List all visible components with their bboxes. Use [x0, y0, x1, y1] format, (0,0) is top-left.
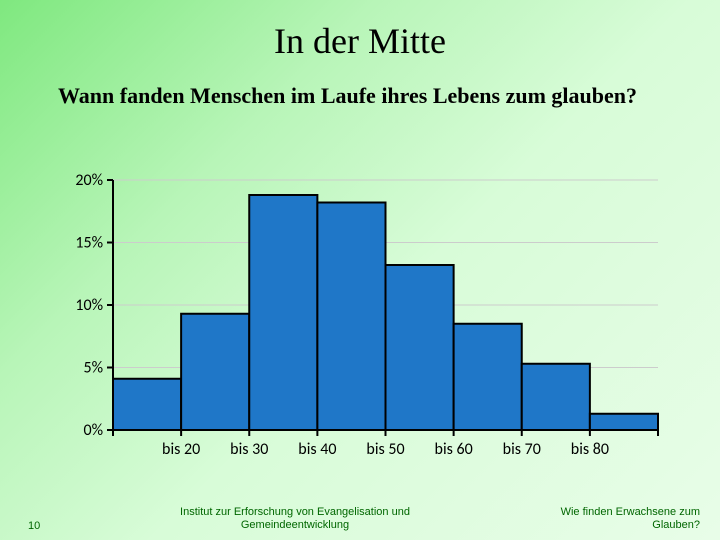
bar-chart: 0% 5% 10% 15% 20% bis 20 bis 30 bis 40 bis 50 bis… — [58, 170, 668, 470]
bar — [522, 364, 590, 430]
y-tick-label: 20% — [75, 171, 103, 190]
y-tick-label: 0% — [83, 421, 103, 440]
x-tick-label: bis 60 — [435, 440, 473, 459]
y-tick-label: 5% — [83, 359, 103, 378]
bar — [590, 414, 658, 430]
slide-title: In der Mitte — [0, 0, 720, 62]
bar — [181, 314, 249, 430]
bar — [249, 195, 317, 430]
x-tick-label: bis 50 — [366, 440, 404, 459]
bar — [454, 324, 522, 430]
slide-subtitle: Wann fanden Menschen im Laufe ihres Lebe… — [12, 62, 720, 118]
footer-right: Wie finden Erwachsene zum Glauben? — [530, 506, 720, 532]
footer-center: Institut zur Erforschung von Evangelisat… — [60, 506, 530, 532]
bar — [317, 203, 385, 431]
footer: 10 Institut zur Erforschung von Evangeli… — [0, 502, 720, 532]
y-tick-label: 10% — [75, 296, 103, 315]
x-tick-label: bis 30 — [230, 440, 268, 459]
x-tick-label: bis 40 — [298, 440, 336, 459]
x-tick-label: bis 20 — [162, 440, 200, 459]
bar — [113, 379, 181, 430]
chart-container: 0% 5% 10% 15% 20% bis 20 bis 30 bis 40 bis 50 bis… — [58, 170, 668, 470]
footer-center-line2: Gemeindeentwicklung — [241, 519, 349, 531]
footer-center-line1: Institut zur Erforschung von Evangelisat… — [180, 506, 410, 518]
y-tick-label: 15% — [75, 234, 103, 253]
page-number: 10 — [0, 520, 60, 532]
bar — [386, 265, 454, 430]
footer-right-line1: Wie finden Erwachsene zum — [561, 506, 700, 518]
footer-right-line2: Glauben? — [652, 519, 700, 531]
x-tick-label: bis 80 — [571, 440, 609, 459]
x-tick-label: bis 70 — [503, 440, 541, 459]
